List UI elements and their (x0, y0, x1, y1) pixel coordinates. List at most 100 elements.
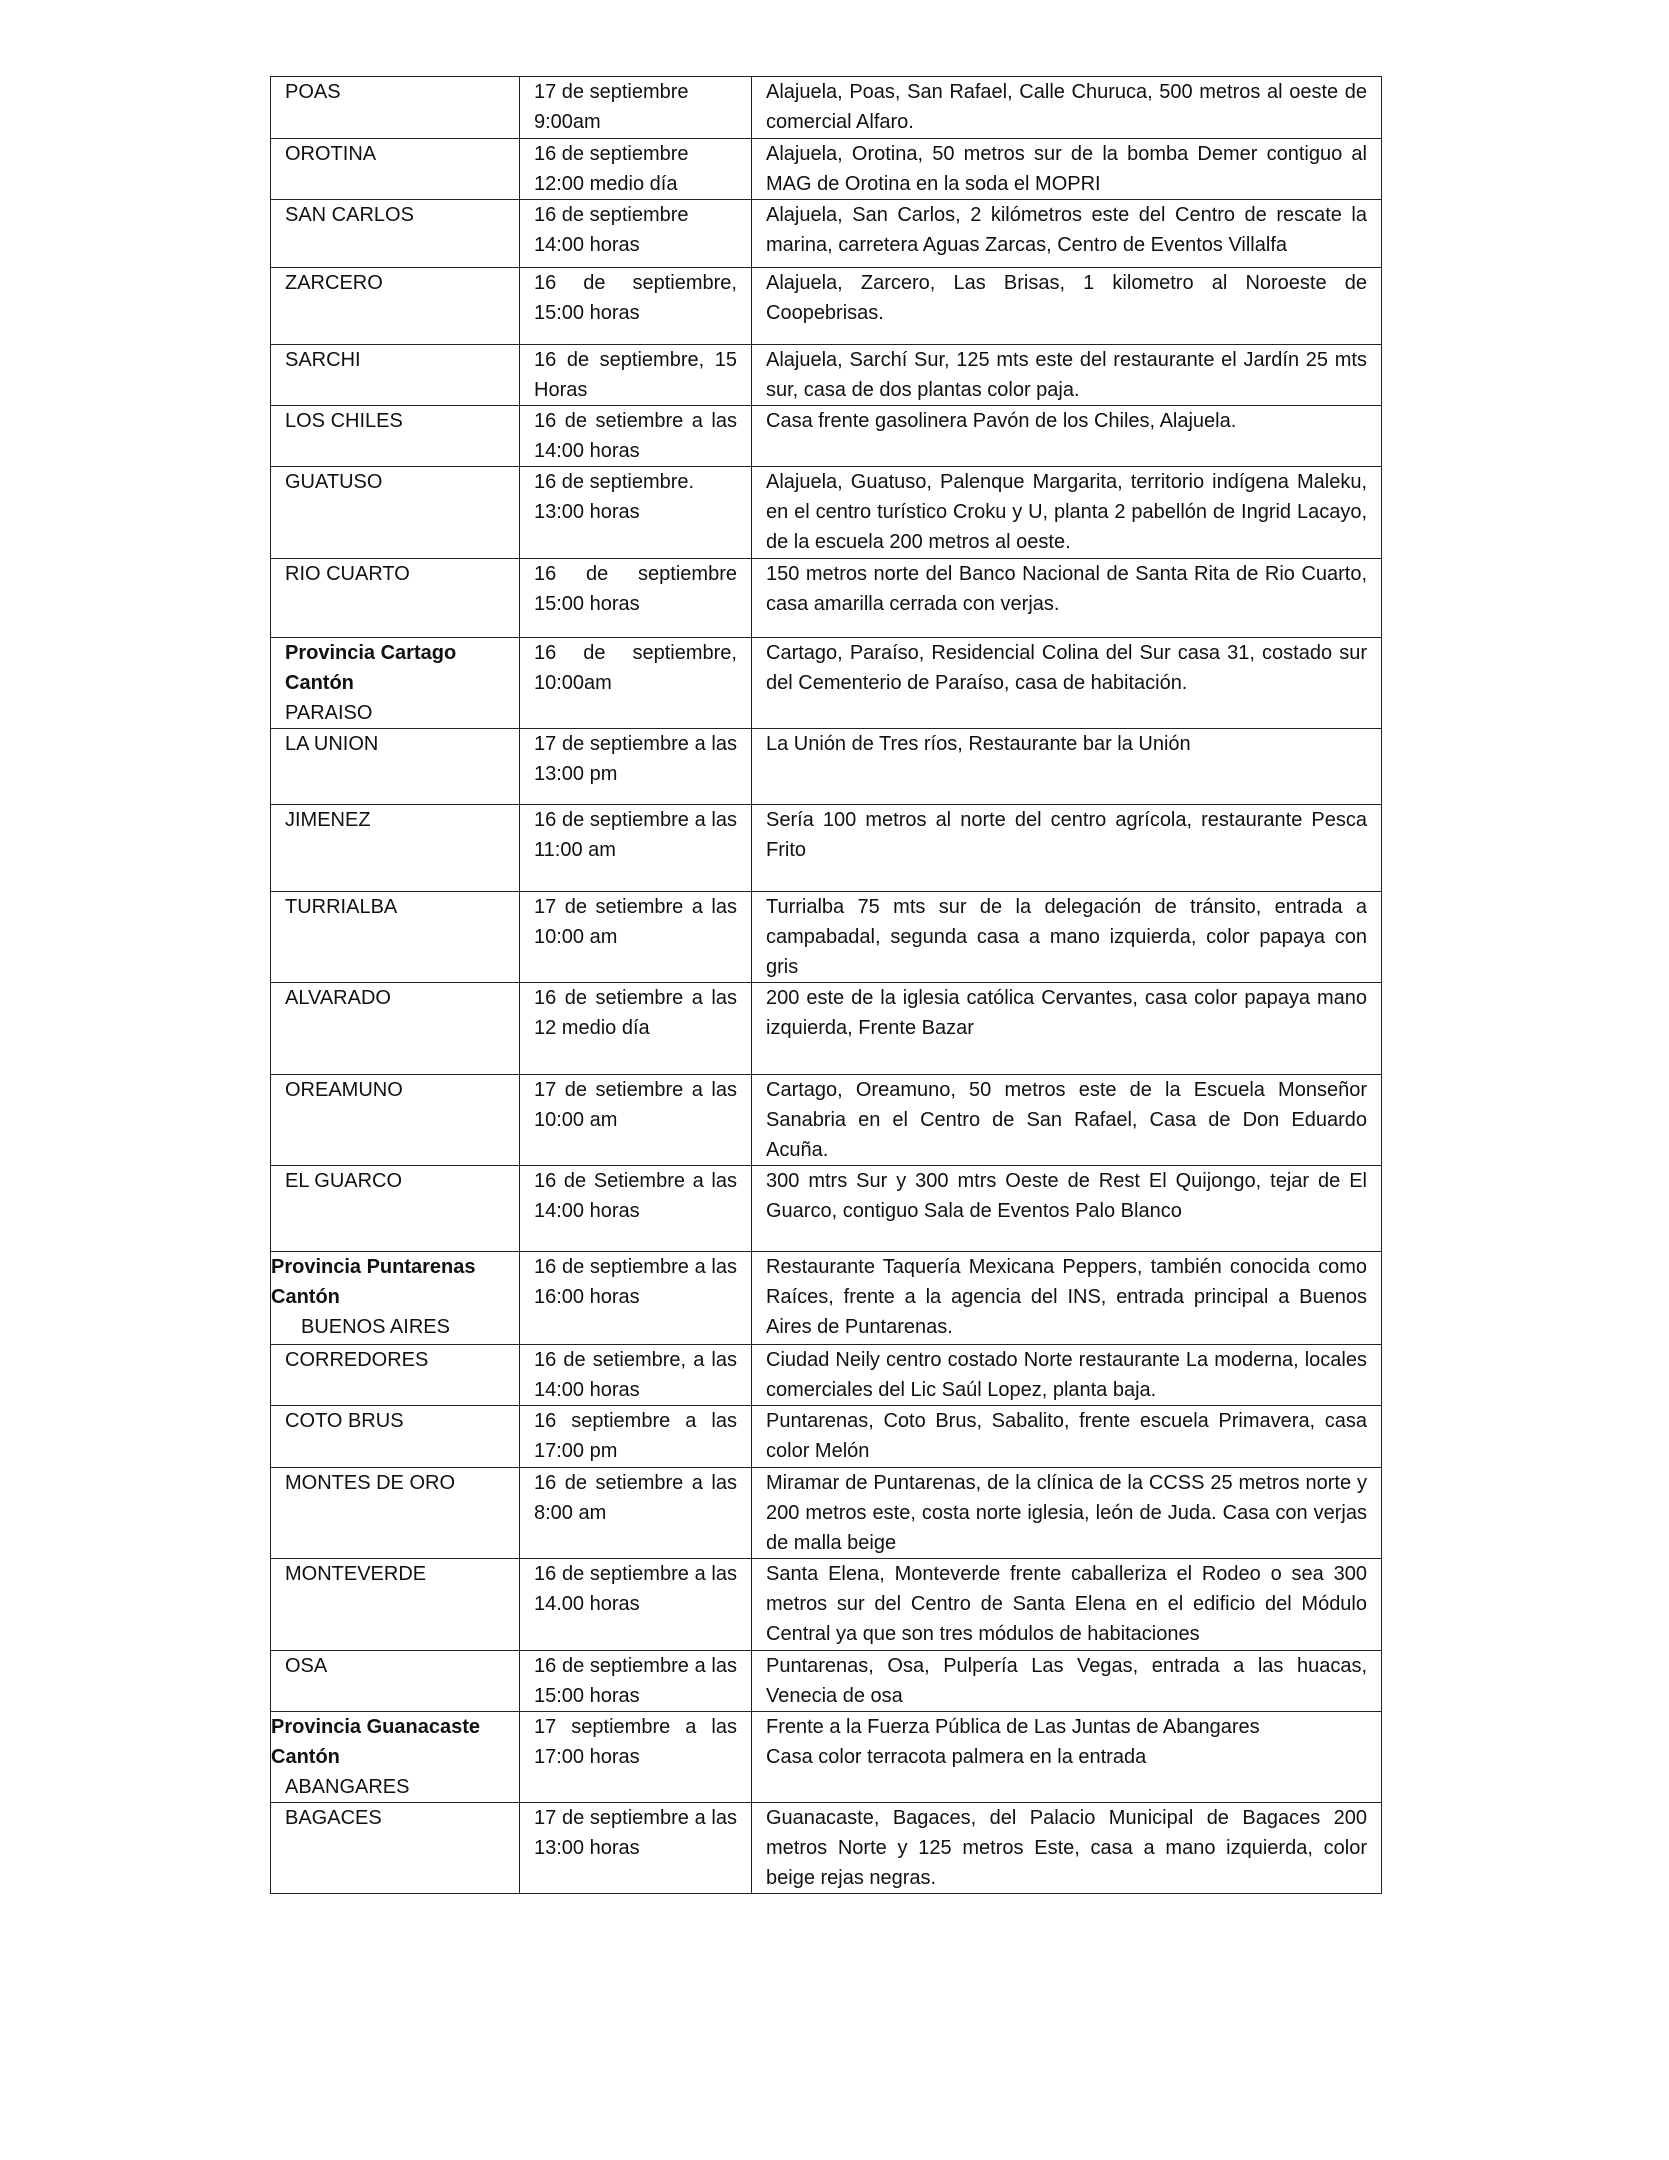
date-cell: 16 de septiembre 12:00 medio día (519, 138, 752, 200)
table-row: BAGACES 17 de septiembre a las 13:00 hora… (270, 1802, 1382, 1894)
address-text: Alajuela, Zarcero, Las Brisas, 1 kilomet… (766, 272, 1367, 324)
table-row: LA UNION 17 de septiembre a las 13:00 pm L… (270, 728, 1382, 805)
canton-cell: SAN CARLOS (270, 199, 520, 268)
canton-cell: Provincia Puntarenas Cantón BUENOS AIRES (270, 1251, 520, 1345)
date-text: 16 de septiembre a las 15:00 horas (534, 1655, 737, 1707)
canton-cell: Provincia Guanacaste Cantón ABANGARES (270, 1711, 520, 1803)
canton-name: BUENOS AIRES (301, 1316, 450, 1338)
canton-name: ALVARADO (285, 987, 391, 1009)
canton-cell: OROTINA (270, 138, 520, 200)
canton-cell: Provincia Cartago Cantón PARAISO (270, 637, 520, 729)
table-row: Provincia Cartago Cantón PARAISO 16 de sept… (270, 637, 1382, 729)
canton-cell: ZARCERO (270, 267, 520, 345)
province-label: Provincia Guanacaste (271, 1716, 480, 1738)
province-label: Provincia Puntarenas (271, 1256, 476, 1278)
address-cell: 200 este de la iglesia católica Cervante… (751, 982, 1382, 1075)
address-text: Cartago, Oreamuno, 50 metros este de la … (766, 1079, 1367, 1161)
date-cell: 16 de septiembre a las 16:00 horas (519, 1251, 752, 1345)
address-text: Alajuela, Sarchí Sur, 125 mts este del r… (766, 349, 1367, 401)
canton-cell: OREAMUNO (270, 1074, 520, 1166)
date-cell: 16 de setiembre a las 14:00 horas (519, 405, 752, 467)
canton-name: BAGACES (285, 1807, 382, 1829)
canton-name: ZARCERO (285, 272, 383, 294)
date-cell: 16 de septiembre a las 14.00 horas (519, 1558, 752, 1651)
canton-cell: BAGACES (270, 1802, 520, 1894)
canton-cell: LOS CHILES (270, 405, 520, 467)
address-cell: Cartago, Oreamuno, 50 metros este de la … (751, 1074, 1382, 1166)
address-cell: Miramar de Puntarenas, de la clínica de … (751, 1467, 1382, 1559)
address-cell: Santa Elena, Monteverde frente caballeri… (751, 1558, 1382, 1651)
address-cell: Cartago, Paraíso, Residencial Colina del… (751, 637, 1382, 729)
address-text: Sería 100 metros al norte del centro agr… (766, 809, 1367, 861)
address-text: Puntarenas, Osa, Pulpería Las Vegas, ent… (766, 1655, 1367, 1707)
date-text: 16 septiembre a las 17:00 pm (534, 1410, 737, 1462)
table-row: SAN CARLOS 16 de septiembre 14:00 horas Ala… (270, 199, 1382, 268)
table-row: SARCHI 16 de septiembre, 15 Horas Alajuela… (270, 344, 1382, 406)
date-text: 16 de septiembre. (534, 471, 695, 493)
canton-name: GUATUSO (285, 471, 383, 493)
date-cell: 17 de septiembre a las 13:00 horas (519, 1802, 752, 1894)
table-row: RIO CUARTO 16 de septiembre 15:00 horas 15… (270, 558, 1382, 638)
canton-cell: MONTES DE ORO (270, 1467, 520, 1559)
date-text: 16 de setiembre, a las 14:00 horas (534, 1349, 737, 1401)
table-row: GUATUSO 16 de septiembre. 13:00 horas Alaju… (270, 466, 1382, 559)
address-text: Miramar de Puntarenas, de la clínica de … (766, 1472, 1367, 1554)
address-cell: Alajuela, Guatuso, Palenque Margarita, t… (751, 466, 1382, 559)
date-text: 16 de septiembre a las 14.00 horas (534, 1563, 737, 1615)
table-row: TURRIALBA 17 de setiembre a las 10:00 am T… (270, 891, 1382, 983)
date-cell: 16 de septiembre, 15:00 horas (519, 267, 752, 345)
canton-cell: ALVARADO (270, 982, 520, 1075)
date-text: 17 de septiembre a las 13:00 horas (534, 1807, 737, 1859)
date-cell: 16 de setiembre a las 8:00 am (519, 1467, 752, 1559)
address-text: Alajuela, Guatuso, Palenque Margarita, t… (766, 471, 1367, 553)
address-text: Casa frente gasolinera Pavón de los Chil… (766, 410, 1237, 432)
province-label: Provincia Cartago (285, 642, 457, 664)
address-cell: Alajuela, Sarchí Sur, 125 mts este del r… (751, 344, 1382, 406)
table-row: OSA 16 de septiembre a las 15:00 horas Pun… (270, 1650, 1382, 1712)
canton-cell: EL GUARCO (270, 1165, 520, 1252)
canton-cell: JIMENEZ (270, 804, 520, 892)
canton-cell: RIO CUARTO (270, 558, 520, 638)
address-text: La Unión de Tres ríos, Restaurante bar l… (766, 733, 1191, 755)
date-cell: 17 de septiembre a las 13:00 pm (519, 728, 752, 805)
address-text: 150 metros norte del Banco Nacional de S… (766, 563, 1367, 615)
canton-name: OROTINA (285, 143, 377, 165)
table-row: MONTES DE ORO 16 de setiembre a las 8:00 … (270, 1467, 1382, 1559)
canton-name: EL GUARCO (285, 1170, 403, 1192)
address-text: Cartago, Paraíso, Residencial Colina del… (766, 642, 1367, 694)
canton-name: MONTEVERDE (285, 1563, 427, 1585)
date-cell: 16 de septiembre 14:00 horas (519, 199, 752, 268)
address-cell: Alajuela, San Carlos, 2 kilómetros este … (751, 199, 1382, 268)
address-cell: Guanacaste, Bagaces, del Palacio Municip… (751, 1802, 1382, 1894)
date-text: 14:00 horas (534, 234, 640, 256)
table-body: POAS 17 de septiembre 9:00am Alajuela, Poas… (270, 76, 1382, 1894)
table-row: OROTINA 16 de septiembre 12:00 medio día Al… (270, 138, 1382, 200)
address-cell: Turrialba 75 mts sur de la delegación de… (751, 891, 1382, 983)
date-text: 16 de setiembre a las 12 medio día (534, 987, 737, 1039)
date-text: 16 de septiembre, 15 Horas (534, 349, 737, 401)
canton-name: ABANGARES (285, 1776, 410, 1798)
date-text: 16 de setiembre a las 8:00 am (534, 1472, 737, 1524)
canton-cell: COTO BRUS (270, 1405, 520, 1468)
table-row: OREAMUNO 17 de setiembre a las 10:00 am Ca… (270, 1074, 1382, 1166)
address-text: Alajuela, Orotina, 50 metros sur de la b… (766, 143, 1367, 195)
table-row: MONTEVERDE 16 de septiembre a las 14.00 h… (270, 1558, 1382, 1651)
address-text: Puntarenas, Coto Brus, Sabalito, frente … (766, 1410, 1367, 1462)
address-text: Guanacaste, Bagaces, del Palacio Municip… (766, 1807, 1367, 1889)
date-cell: 16 de septiembre 15:00 horas (519, 558, 752, 638)
canton-label: Cantón (271, 1746, 340, 1768)
table-row: EL GUARCO 16 de Setiembre a las 14:00 hor… (270, 1165, 1382, 1252)
address-text: 200 este de la iglesia católica Cervante… (766, 987, 1367, 1039)
canton-label: Cantón (271, 1286, 340, 1308)
canton-name: PARAISO (285, 702, 373, 724)
date-cell: 16 septiembre a las 17:00 pm (519, 1405, 752, 1468)
date-text: 17 de septiembre a las 13:00 pm (534, 733, 737, 785)
table-row: Provincia Puntarenas Cantón BUENOS AIRES 16… (270, 1251, 1382, 1345)
date-text: 16 de septiembre, 15:00 horas (534, 272, 737, 324)
date-text: 16 de septiembre 15:00 horas (534, 563, 737, 615)
address-cell: Ciudad Neily centro costado Norte restau… (751, 1344, 1382, 1406)
date-cell: 16 de setiembre a las 12 medio día (519, 982, 752, 1075)
canton-name: OREAMUNO (285, 1079, 403, 1101)
address-cell: 300 mtrs Sur y 300 mtrs Oeste de Rest El… (751, 1165, 1382, 1252)
table-row: JIMENEZ 16 de septiembre a las 11:00 am Se… (270, 804, 1382, 892)
